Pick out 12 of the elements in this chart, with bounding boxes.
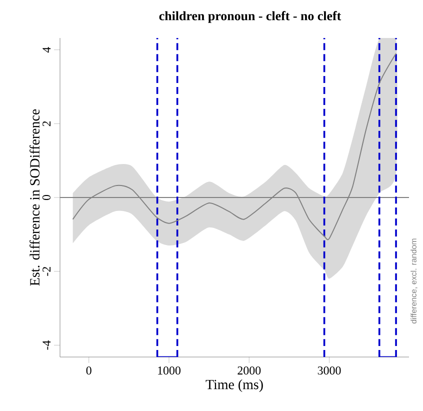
y-tick-label: 4: [42, 47, 51, 53]
y-tick-label: 2: [42, 121, 51, 126]
chart-title: children pronoun - cleft - no cleft: [159, 11, 342, 23]
y-axis-title: Est. difference in SODifference: [30, 109, 40, 286]
x-tick-label: 0: [86, 366, 92, 375]
y-tick-label: -2: [42, 267, 51, 276]
x-tick-label: 3000: [318, 366, 341, 375]
y-tick-label: -4: [42, 340, 51, 350]
x-tick-label: 2000: [238, 366, 261, 375]
y-tick-label: 0: [42, 194, 50, 200]
x-tick-label: 1000: [158, 366, 180, 375]
x-axis-title: Time (ms): [206, 379, 263, 392]
